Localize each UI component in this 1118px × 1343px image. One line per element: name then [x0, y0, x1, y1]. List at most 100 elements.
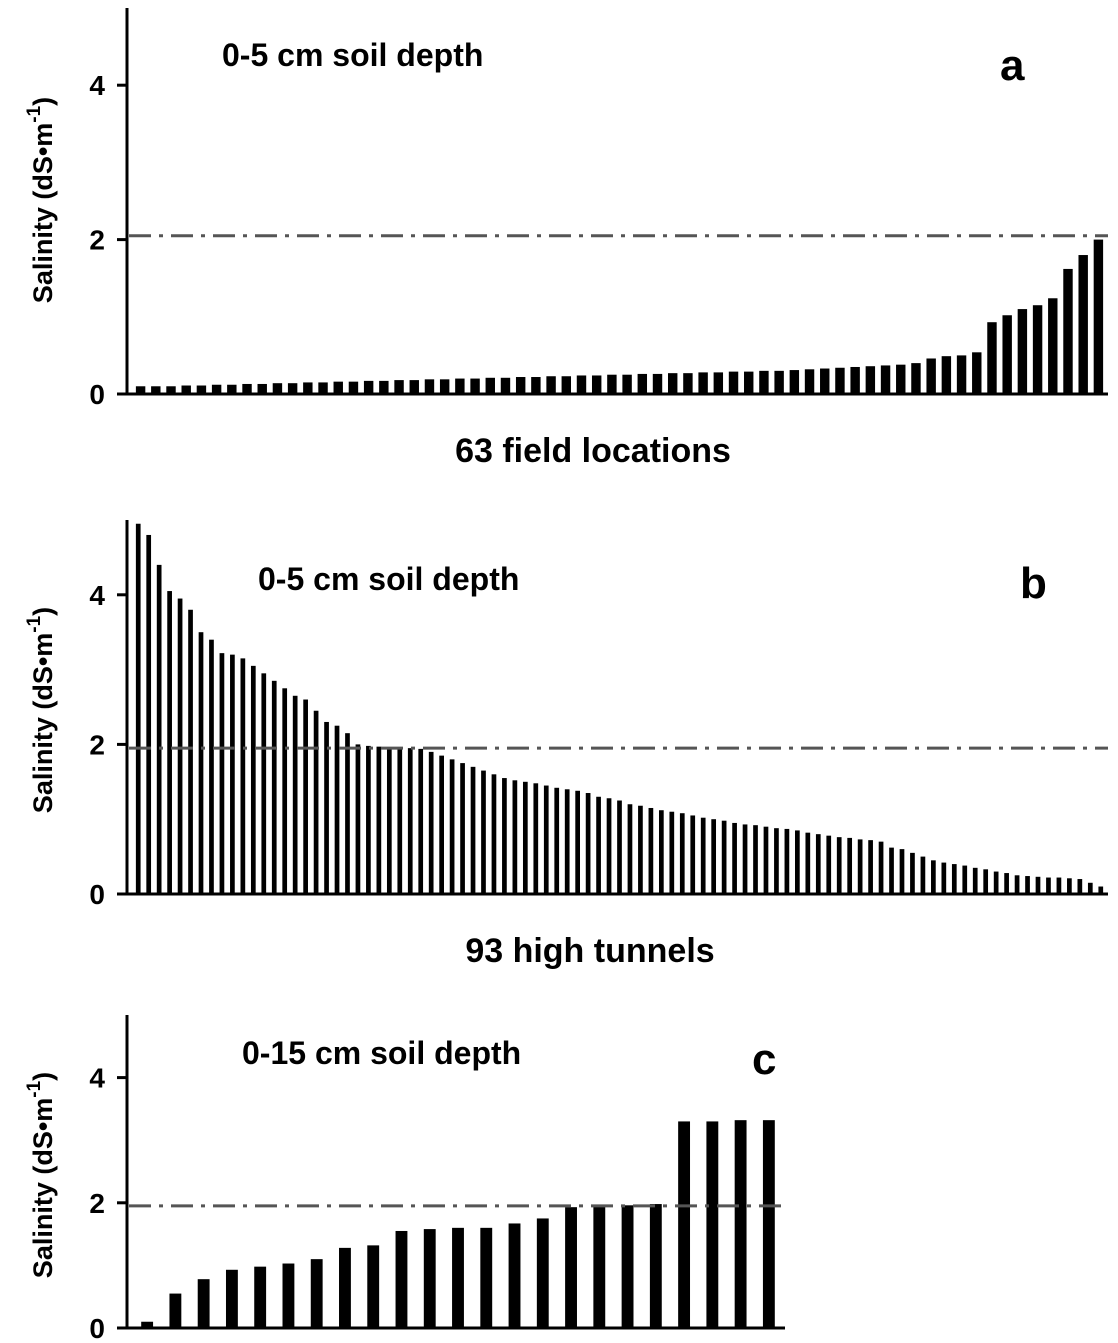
bar	[596, 796, 601, 894]
x-axis-label: 63 field locations	[455, 432, 731, 470]
bar	[585, 793, 591, 894]
bar	[156, 564, 162, 894]
bar	[227, 384, 237, 394]
bar	[972, 867, 978, 894]
bar	[242, 383, 252, 394]
bar	[439, 379, 450, 394]
bar	[470, 378, 480, 394]
bar	[409, 380, 419, 394]
bar	[531, 377, 541, 394]
bar	[303, 382, 313, 394]
bar	[449, 759, 455, 894]
depth-annotation: 0-5 cm soil depth	[258, 561, 519, 597]
bar	[1004, 873, 1009, 894]
bar	[638, 805, 643, 894]
bar	[1032, 305, 1043, 394]
bar	[706, 1121, 719, 1328]
bar	[197, 1279, 210, 1328]
bar	[407, 748, 413, 894]
bar	[880, 365, 891, 394]
bar	[240, 658, 246, 894]
bar	[135, 386, 146, 394]
bar	[209, 639, 214, 894]
bar	[254, 1266, 267, 1328]
bar	[789, 370, 800, 394]
bar	[679, 813, 685, 894]
bar	[857, 839, 863, 894]
bar	[282, 688, 288, 894]
bar	[899, 849, 905, 894]
bar	[546, 376, 556, 394]
y-tick-label: 4	[89, 1063, 105, 1094]
bar	[698, 372, 708, 394]
bar	[397, 748, 403, 894]
bar	[667, 373, 678, 394]
bar	[225, 1269, 238, 1328]
panel-b: 0 2 4 0-5 cm soil depth b 93 high tunnels Sali…	[24, 520, 1108, 970]
bar	[575, 790, 581, 894]
panel-letter: a	[1000, 41, 1025, 90]
bar	[742, 824, 748, 894]
bar	[515, 377, 526, 394]
bar	[621, 1205, 634, 1328]
y-tick-label: 0	[89, 879, 105, 910]
bar	[257, 383, 267, 394]
bar	[576, 375, 587, 394]
bar	[512, 780, 518, 894]
bar	[146, 534, 152, 894]
bar	[310, 1259, 323, 1328]
bar	[554, 787, 560, 894]
bar	[230, 654, 235, 894]
bar	[271, 680, 277, 894]
bar	[774, 828, 779, 894]
bar	[303, 699, 308, 894]
y-axis-label-close: )	[28, 97, 58, 106]
bar	[533, 783, 539, 894]
bar	[678, 1121, 691, 1328]
bar	[485, 377, 495, 394]
panel-letter: c	[752, 1035, 776, 1084]
bar	[181, 385, 191, 394]
bar	[502, 778, 507, 894]
bar	[836, 837, 842, 894]
bar	[941, 356, 952, 394]
bar	[1046, 877, 1051, 894]
bar	[211, 384, 222, 394]
bar	[394, 380, 404, 394]
y-axis-label-main: Salinity (dS•m	[28, 123, 58, 303]
bar	[564, 789, 570, 894]
bar	[386, 747, 392, 894]
bar	[522, 781, 528, 894]
bar	[713, 372, 724, 394]
bar	[491, 774, 497, 894]
bar	[272, 383, 283, 394]
y-tick-label: 0	[89, 1313, 105, 1343]
bar	[865, 366, 876, 394]
bar	[261, 673, 267, 894]
bar	[941, 862, 947, 894]
bar	[508, 1223, 521, 1328]
bar	[418, 748, 424, 894]
bar	[753, 825, 758, 894]
y-axis-label-close: )	[28, 1072, 58, 1081]
bar	[820, 368, 830, 394]
bar	[931, 860, 936, 894]
bar	[1002, 315, 1012, 394]
bar	[951, 864, 957, 894]
bar	[287, 383, 298, 394]
bar	[480, 1227, 493, 1328]
x-axis-label: 93 high tunnels	[465, 932, 714, 970]
bar	[658, 810, 664, 894]
bar	[683, 373, 693, 394]
bar	[324, 721, 329, 894]
bar	[355, 744, 361, 894]
bar	[993, 871, 999, 894]
bar	[637, 373, 648, 394]
y-tick-label: 2	[89, 225, 105, 256]
bar	[151, 386, 161, 394]
bar	[627, 804, 633, 894]
bar	[455, 378, 465, 394]
bar	[1067, 878, 1072, 894]
bar	[926, 358, 936, 394]
bar	[339, 1247, 351, 1328]
